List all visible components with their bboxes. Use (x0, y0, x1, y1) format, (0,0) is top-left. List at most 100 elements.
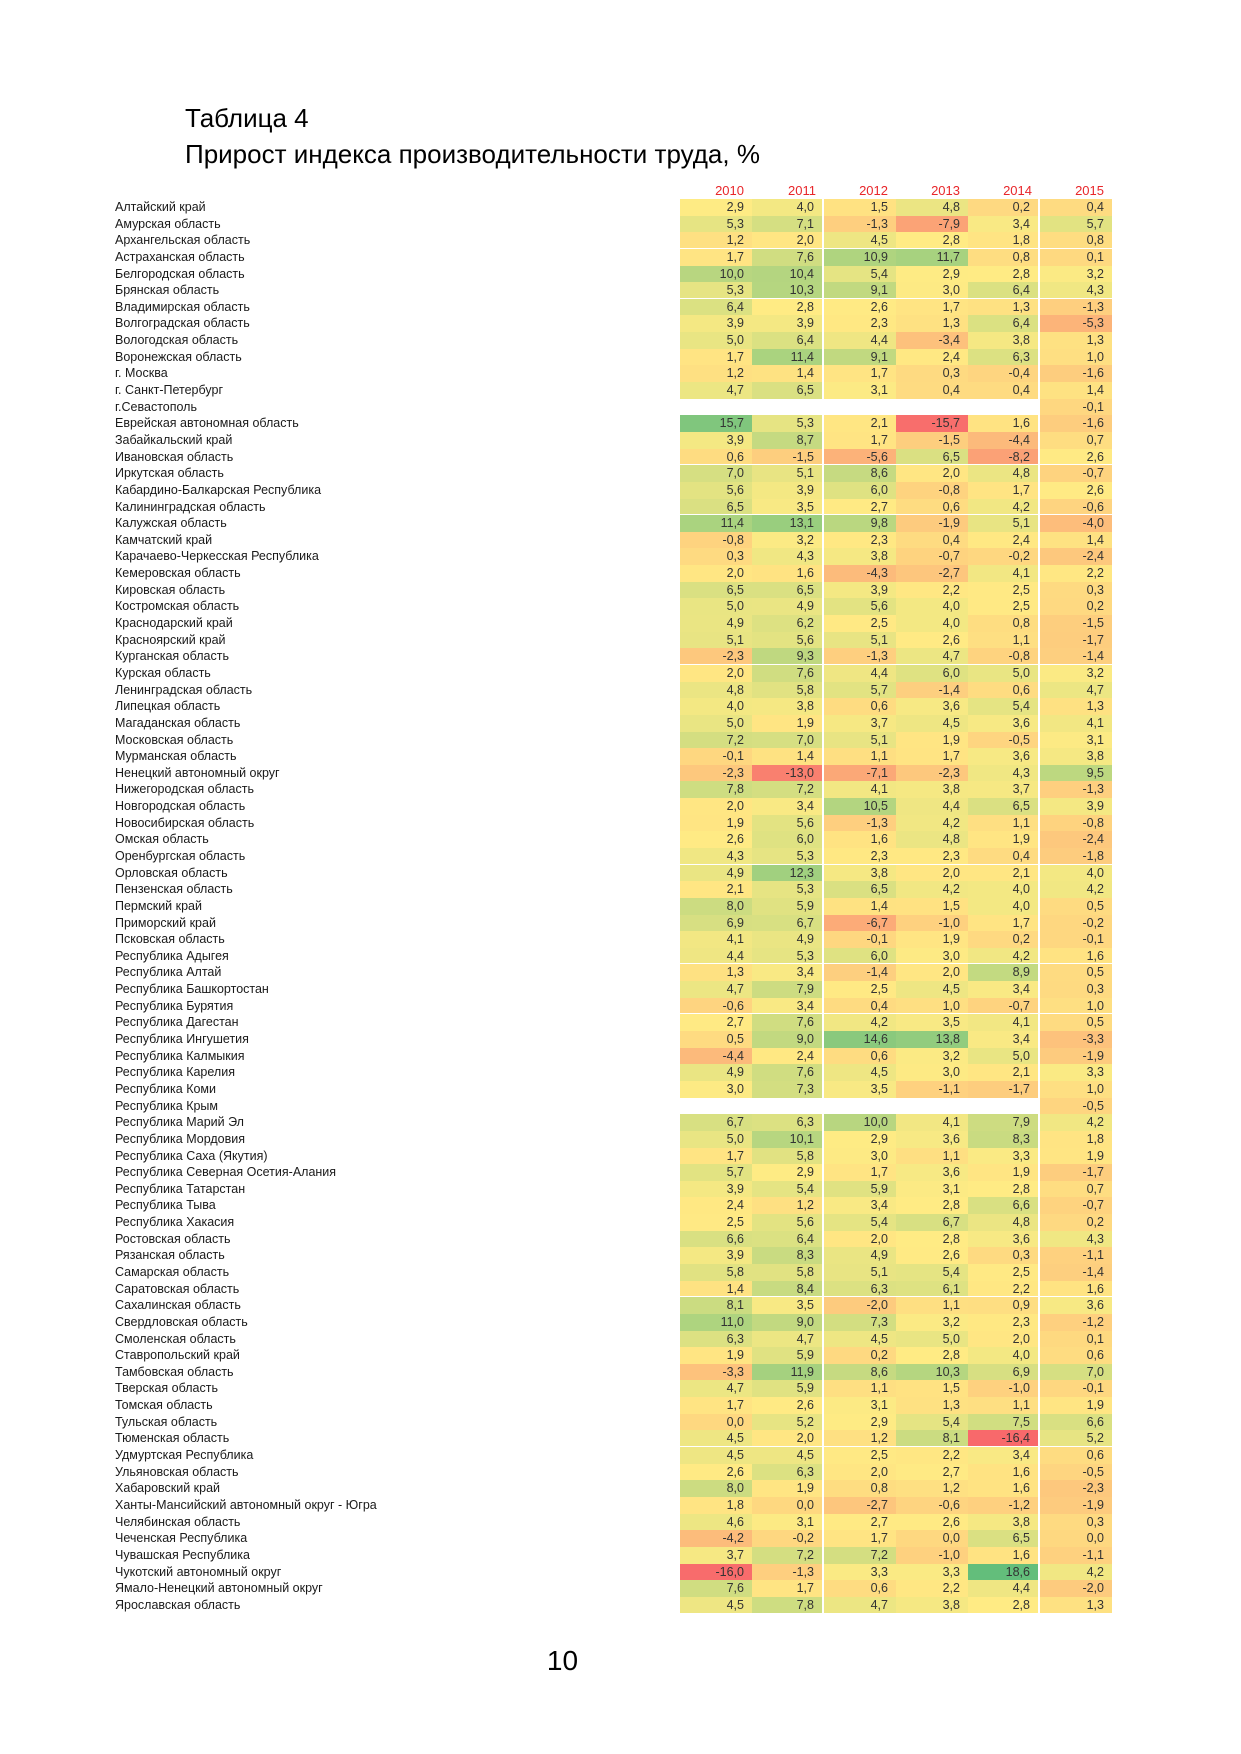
value-cell: 3,4 (752, 798, 824, 815)
table-row: Чеченская Республика -4,2 -0,2 1,7 0,0 6,5 0,0 (115, 1530, 1112, 1547)
value-cell: 6,4 (680, 298, 752, 316)
value-cell: 3,4 (968, 981, 1040, 998)
value-cell: -13,0 (752, 764, 824, 782)
table-row: Кировская область 6,5 6,5 3,9 2,2 2,5 0,3 (115, 581, 1112, 599)
value-cell: 5,0 (968, 1047, 1040, 1065)
value-cell: 0,3 (1040, 1513, 1112, 1531)
table-row: Свердловская область 11,0 9,0 7,3 3,2 2,3 -1,2 (115, 1313, 1112, 1331)
table-row: Новгородская область 2,0 3,4 10,5 4,4 6,5 3,9 (115, 798, 1112, 815)
value-cell: 2,3 (824, 315, 896, 333)
value-cell: 7,2 (680, 731, 752, 749)
value-cell: -0,5 (968, 731, 1040, 749)
value-cell: 5,1 (968, 515, 1040, 532)
value-cell: 2,0 (680, 565, 752, 582)
value-cell: 5,9 (752, 1347, 824, 1364)
value-cell: 4,2 (896, 814, 968, 832)
value-cell: 5,7 (1040, 215, 1112, 233)
value-cell: 2,4 (680, 1197, 752, 1215)
value-cell: 3,2 (1040, 664, 1112, 682)
value-cell: 3,4 (752, 997, 824, 1015)
value-cell: 8,1 (680, 1297, 752, 1314)
value-cell: 1,7 (680, 348, 752, 366)
region-name: Ленинградская область (115, 682, 253, 697)
value-cell: -1,8 (1040, 847, 1112, 865)
value-cell: 4,0 (1040, 864, 1112, 882)
value-cell: 5,6 (824, 598, 896, 616)
value-cell: 9,5 (1040, 764, 1112, 782)
table-row: Республика Тыва 2,4 1,2 3,4 2,8 6,6 -0,7 (115, 1197, 1112, 1215)
value-cell: 3,9 (680, 1180, 752, 1198)
region-name: Ненецкий автономный округ (115, 765, 280, 780)
value-cell: 0,4 (968, 382, 1040, 399)
value-cell: 1,1 (968, 631, 1040, 649)
value-cell: 1,7 (752, 1580, 824, 1597)
value-cell: 4,2 (1040, 881, 1112, 898)
value-cell: 7,6 (752, 1064, 824, 1081)
region-name: Республика Бурятия (115, 998, 234, 1013)
value-cell: 4,3 (1040, 1230, 1112, 1248)
value-cell: 2,6 (1040, 481, 1112, 499)
region-name: Амурская область (115, 216, 221, 231)
value-cell: 2,3 (968, 1313, 1040, 1331)
value-cell: -1,6 (1040, 365, 1112, 383)
value-cell: 3,6 (1040, 1297, 1112, 1314)
value-cell: -1,0 (896, 914, 968, 932)
value-cell: 3,9 (680, 431, 752, 449)
value-cell: 4,5 (680, 1596, 752, 1614)
value-cell: 6,2 (752, 615, 824, 632)
value-cell: 4,4 (896, 798, 968, 815)
value-cell: 0,8 (968, 615, 1040, 632)
table-row: Карачаево-Черкесская Республика 0,3 4,3 3,8… (115, 548, 1112, 566)
region-name: Брянская область (115, 283, 220, 298)
value-cell: 2,0 (752, 1430, 824, 1448)
value-cell: 9,3 (752, 648, 824, 665)
value-cell: 4,9 (680, 615, 752, 632)
region-name: Хабаровский край (115, 1481, 221, 1496)
value-cell: 3,4 (968, 215, 1040, 233)
value-cell: 1,7 (896, 298, 968, 316)
table-row: Республика Крым -0,5 (115, 1097, 1112, 1115)
value-cell: 1,9 (1040, 1397, 1112, 1414)
value-cell: 11,4 (680, 515, 752, 532)
value-cell: -0,6 (1040, 498, 1112, 516)
value-cell: 3,2 (896, 1047, 968, 1065)
table-row: Республика Карелия 4,9 7,6 4,5 3,0 2,1 3,3 (115, 1064, 1112, 1081)
value-cell: 6,0 (896, 664, 968, 682)
value-cell: 3,1 (896, 1180, 968, 1198)
value-cell: 2,9 (680, 199, 752, 216)
value-cell: -0,8 (680, 531, 752, 549)
value-cell: 1,4 (752, 748, 824, 765)
value-cell: -2,3 (680, 764, 752, 782)
value-cell: -3,3 (1040, 1031, 1112, 1048)
value-cell: -1,3 (752, 1563, 824, 1581)
table-row: г.Севастополь -0,1 (115, 398, 1112, 416)
value-cell: 3,7 (824, 714, 896, 732)
value-cell: 5,0 (896, 1330, 968, 1348)
region-name: Смоленская область (115, 1331, 236, 1346)
value-cell: 1,7 (824, 365, 896, 383)
value-cell: 4,5 (752, 1447, 824, 1464)
value-cell: 4,1 (824, 781, 896, 799)
value-cell: 1,0 (1040, 1080, 1112, 1098)
value-cell: 5,1 (680, 631, 752, 649)
value-cell: 1,6 (824, 831, 896, 848)
value-cell: 2,2 (896, 1580, 968, 1597)
table-row: Московская область 7,2 7,0 5,1 1,9 -0,5 3,1 (115, 731, 1112, 749)
value-cell: 4,1 (896, 1114, 968, 1131)
value-cell: 1,0 (896, 997, 968, 1015)
value-cell: 2,0 (824, 1230, 896, 1248)
value-cell: 4,1 (1040, 714, 1112, 732)
value-cell: 0,5 (1040, 964, 1112, 982)
year-column-header: 2011 (788, 183, 816, 198)
value-cell: 6,5 (680, 498, 752, 516)
value-cell: 9,8 (824, 515, 896, 532)
value-cell: 2,6 (896, 631, 968, 649)
value-cell: 0,2 (1040, 598, 1112, 616)
value-cell: 1,7 (680, 1147, 752, 1165)
value-cell: 3,0 (896, 282, 968, 299)
value-cell: -15,7 (896, 415, 968, 432)
value-cell: 18,6 (968, 1563, 1040, 1581)
value-cell: 4,4 (680, 947, 752, 965)
value-cell: 6,5 (752, 581, 824, 599)
value-cell: 6,6 (1040, 1413, 1112, 1431)
